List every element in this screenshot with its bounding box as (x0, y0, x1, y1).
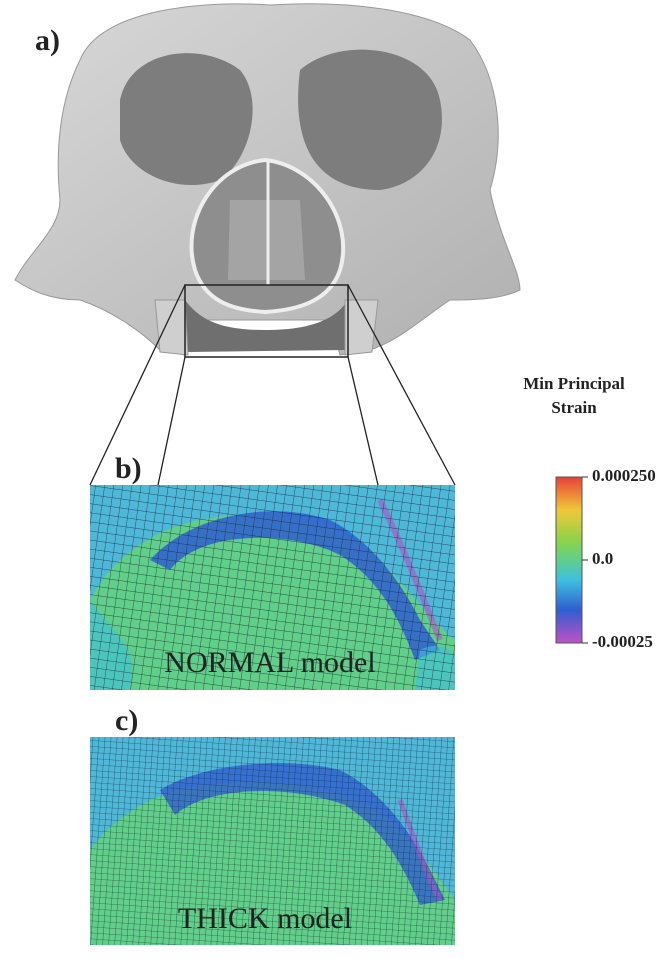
caption: THICK model (178, 902, 352, 935)
colorbar (556, 477, 582, 643)
colorbar-tick-label: 0.0 (592, 549, 613, 568)
colorbar-title: Min Principal Strain (518, 372, 630, 420)
caption: NORMAL model (164, 646, 375, 679)
colorbar-tick-label: -0.00025 (592, 632, 653, 651)
page: {"panels": {"a": "a)", "b": "b)", "c": "… (0, 0, 662, 962)
panel-label: a) (35, 24, 60, 57)
skull-model (15, 4, 520, 355)
figure: a) b) c) NORMAL model THICK model 0.0002… (0, 0, 662, 962)
panel-label: b) (115, 452, 142, 485)
colorbar-tick-label: 0.000250 (592, 466, 656, 485)
panel-label: c) (115, 704, 138, 737)
